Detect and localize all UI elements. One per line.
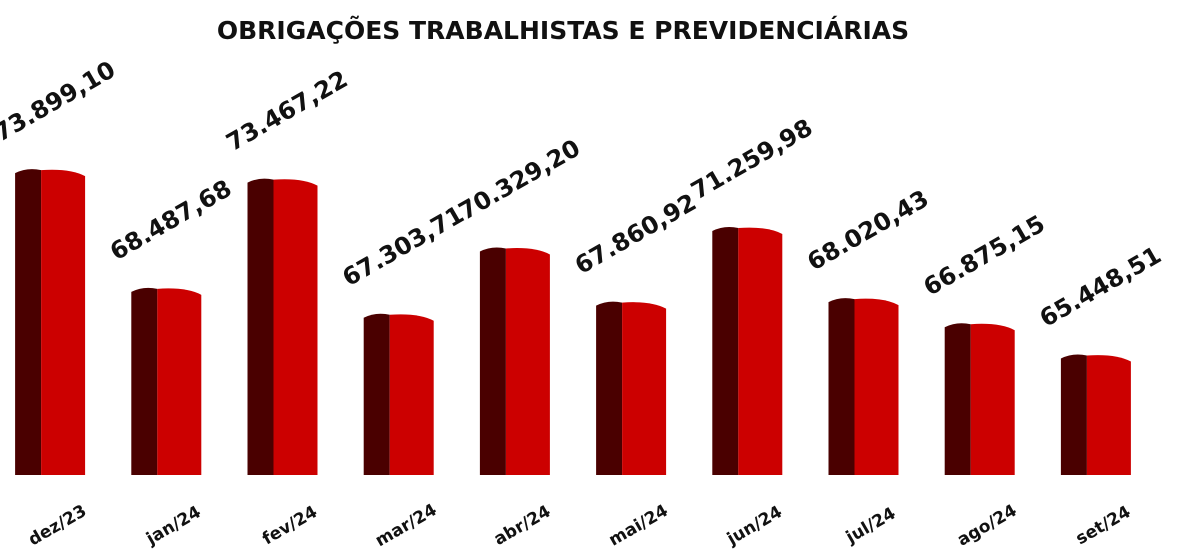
bar-front: [738, 227, 783, 475]
bar-front: [41, 169, 86, 476]
bar-front: [157, 288, 202, 475]
bar-front: [1086, 355, 1131, 475]
bar-side: [712, 227, 739, 475]
value-label: 66.875,15: [919, 210, 1050, 302]
value-label: 67.860,92: [570, 188, 701, 280]
bar-front: [389, 314, 434, 475]
bar-front: [622, 302, 667, 475]
x-tick-label: jun/24: [723, 502, 786, 550]
x-tick-label: fev/24: [259, 502, 321, 549]
bar-front: [273, 179, 318, 475]
x-tick-label: mai/24: [606, 501, 672, 551]
value-label: 71.259,98: [686, 113, 817, 205]
bar-side: [247, 178, 274, 476]
bar-side: [131, 287, 158, 475]
bar-front: [970, 323, 1015, 475]
bar-side: [828, 298, 855, 475]
x-tick-label: jan/24: [142, 502, 204, 550]
bar-side: [15, 169, 42, 475]
chart-title: OBRIGAÇÕES TRABALHISTAS E PREVIDENCIÁRIA…: [217, 15, 909, 45]
value-label: 67.303,71: [338, 200, 469, 292]
value-label: 73.467,22: [222, 65, 353, 157]
bar-side: [944, 323, 971, 475]
bar-front: [505, 248, 550, 475]
x-tick-label: abr/24: [491, 501, 555, 549]
x-tick-label: jul/24: [842, 504, 899, 549]
value-label: 68.020,43: [803, 184, 934, 276]
value-label: 68.487,68: [105, 174, 236, 266]
value-label: 65.448,51: [1035, 241, 1166, 333]
bar-side: [1060, 354, 1087, 475]
x-tick-label: set/24: [1073, 502, 1135, 549]
value-label: 73.899,10: [0, 56, 120, 148]
value-label: 70.329,20: [454, 134, 585, 226]
x-tick-label: dez/23: [25, 501, 90, 550]
x-tick-label: mar/24: [372, 500, 441, 551]
bar-front: [854, 298, 899, 475]
bar-side: [363, 313, 390, 475]
x-tick-label: ago/24: [954, 501, 1021, 551]
bar-side: [596, 301, 623, 475]
bar-side: [479, 247, 506, 475]
